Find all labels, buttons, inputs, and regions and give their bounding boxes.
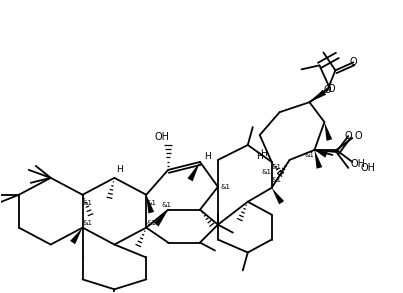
- Polygon shape: [310, 90, 326, 102]
- Text: H: H: [116, 165, 123, 174]
- Text: OH: OH: [360, 163, 375, 173]
- Text: &1: &1: [262, 169, 272, 175]
- Text: O: O: [355, 131, 362, 141]
- Text: OH: OH: [351, 159, 366, 169]
- Text: OH: OH: [155, 132, 170, 142]
- Polygon shape: [70, 228, 83, 244]
- Text: &1: &1: [146, 200, 156, 206]
- Polygon shape: [324, 122, 332, 141]
- Polygon shape: [154, 210, 168, 226]
- Text: &1: &1: [146, 220, 156, 226]
- Text: O: O: [345, 131, 352, 141]
- Polygon shape: [272, 188, 284, 205]
- Text: H: H: [205, 152, 211, 161]
- Text: &1: &1: [83, 200, 93, 206]
- Text: &1: &1: [161, 202, 171, 208]
- Text: &1: &1: [305, 152, 314, 158]
- Polygon shape: [187, 162, 200, 181]
- Text: &1: &1: [83, 220, 93, 226]
- Text: O: O: [324, 85, 331, 95]
- Text: &1: &1: [221, 184, 231, 190]
- Text: H: H: [260, 149, 267, 159]
- Text: O: O: [328, 84, 335, 94]
- Text: H: H: [256, 152, 263, 161]
- Polygon shape: [146, 195, 154, 214]
- Polygon shape: [314, 150, 328, 158]
- Text: &1: &1: [272, 177, 282, 183]
- Polygon shape: [314, 150, 322, 169]
- Text: O: O: [349, 57, 357, 67]
- Text: &1: &1: [272, 164, 282, 170]
